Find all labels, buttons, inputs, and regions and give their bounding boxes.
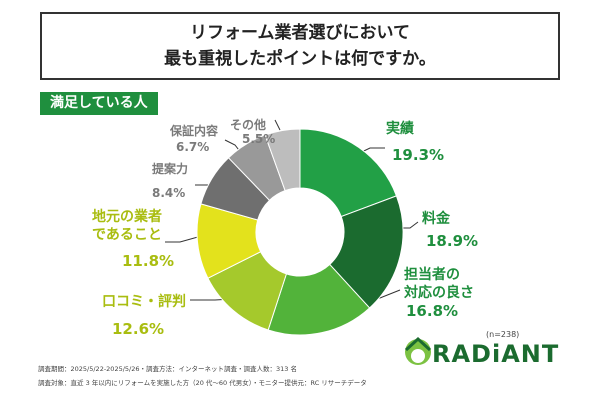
category-label: 地元の業者 であること xyxy=(92,209,162,243)
value-label: 11.8% xyxy=(122,252,175,270)
logo-text: RADiANT xyxy=(432,340,560,368)
category-label: 保証内容 xyxy=(170,124,219,138)
logo-roof xyxy=(404,336,432,352)
category-label: 料金 xyxy=(422,211,450,227)
value-label: 16.8% xyxy=(406,302,459,320)
donut-segment xyxy=(329,195,404,309)
logo-face xyxy=(411,349,425,363)
category-label: 提案力 xyxy=(152,162,189,176)
logo-icon xyxy=(404,336,432,365)
value-label: 19.3% xyxy=(392,146,445,164)
category-label: 担当者の 対応の良さ xyxy=(404,267,474,301)
value-label: 8.4% xyxy=(152,186,186,200)
value-label: 18.9% xyxy=(426,232,479,250)
value-label: 12.6% xyxy=(112,320,165,338)
category-label: 口コミ・評判 xyxy=(102,294,186,310)
donut-segment xyxy=(264,128,301,192)
value-label: 6.7% xyxy=(176,140,210,154)
category-label: 実績 xyxy=(386,121,414,137)
donut-segment xyxy=(299,128,398,218)
footnote: 調査期間：2025/5/22-2025/5/26・調査方法：インターネット調査・… xyxy=(38,365,297,373)
chart-title: リフォーム業者選びにおいて 最も重視したポイントは何ですか。 xyxy=(40,12,560,80)
leader-line xyxy=(274,119,281,131)
category-label: その他 xyxy=(230,118,267,132)
value-label: 5.5% xyxy=(242,132,276,146)
subtitle-badge: 満足している人 xyxy=(40,92,158,115)
footnote: 調査対象：直近 3 年以内にリフォームを実施した方（20 代～60 代男女）・モ… xyxy=(38,379,367,387)
sample-note: (n=238) xyxy=(486,330,520,339)
